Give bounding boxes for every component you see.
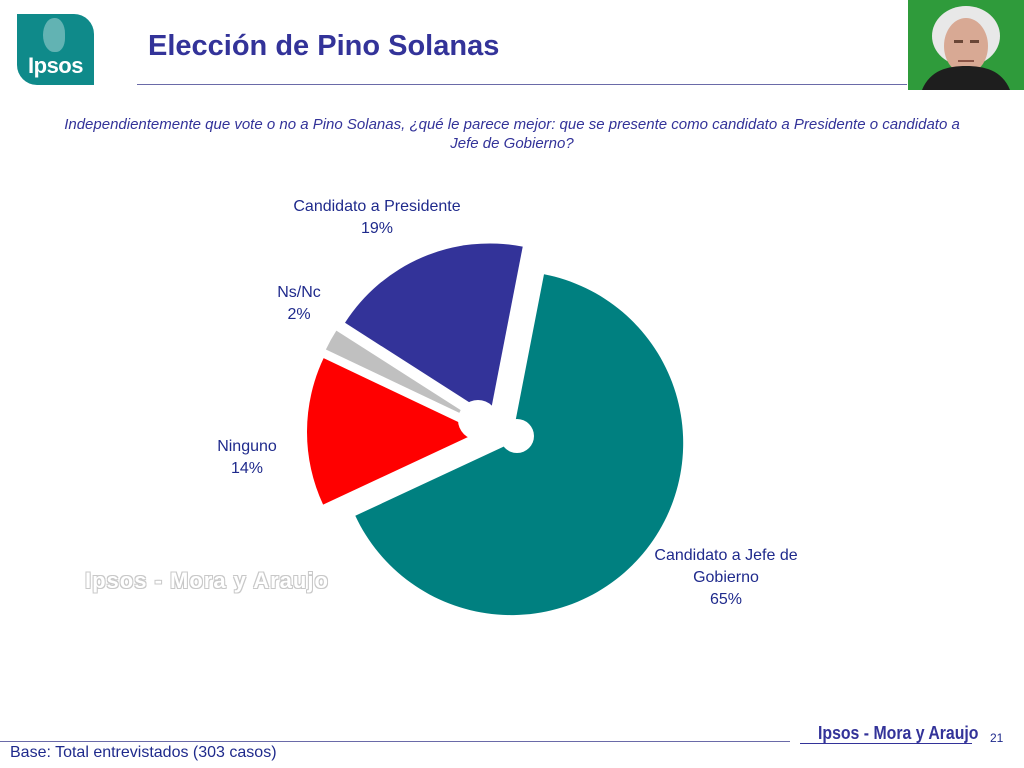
slice-label-name: Ninguno bbox=[217, 438, 277, 455]
pie-slice-candidato-a-presidente bbox=[345, 243, 523, 416]
survey-question: Independientemente que vote o no a Pino … bbox=[64, 116, 960, 152]
pie-hub-0 bbox=[500, 419, 534, 453]
ipsos-logo: Ipsos bbox=[17, 14, 94, 85]
pie-hub-1 bbox=[458, 400, 498, 440]
slice-label-value: 19% bbox=[360, 220, 394, 237]
pie-slice-ns-nc bbox=[325, 330, 482, 424]
slice-label-name: Candidato a Jefe de Gobierno bbox=[654, 547, 798, 586]
footer-divider bbox=[0, 741, 790, 742]
slice-label-ninguno: Ninguno 14% bbox=[162, 436, 332, 480]
logo-wordmark: Ipsos bbox=[28, 53, 83, 78]
slice-label-value: 2% bbox=[287, 306, 311, 323]
title-divider bbox=[137, 84, 907, 85]
slice-label-nsnc: Ns/Nc 2% bbox=[214, 282, 384, 326]
watermark: Ipsos - Mora y Araujo bbox=[85, 568, 329, 593]
page-title: Elección de Pino Solanas bbox=[148, 30, 500, 62]
portrait-icon bbox=[908, 0, 1024, 90]
slice-label-jefe-de-gobierno: Candidato a Jefe de Gobierno 65% bbox=[641, 545, 811, 611]
candidate-photo bbox=[908, 0, 1024, 90]
slice-label-name: Ns/Nc bbox=[277, 284, 321, 301]
page-number: 21 bbox=[990, 731, 1004, 745]
slice-label-presidente: Candidato a Presidente 19% bbox=[292, 196, 462, 240]
base-note: Base: Total entrevistados (303 casos) bbox=[10, 744, 277, 761]
footer-brand-underline bbox=[800, 743, 972, 744]
logo-head-icon bbox=[43, 18, 65, 52]
slice-label-value: 65% bbox=[709, 591, 743, 608]
slice-label-value: 14% bbox=[230, 460, 264, 477]
footer-brand: Ipsos - Mora y Araujo bbox=[818, 723, 979, 743]
slice-label-name: Candidato a Presidente bbox=[293, 198, 461, 215]
pie-slice-ninguno bbox=[307, 358, 480, 505]
